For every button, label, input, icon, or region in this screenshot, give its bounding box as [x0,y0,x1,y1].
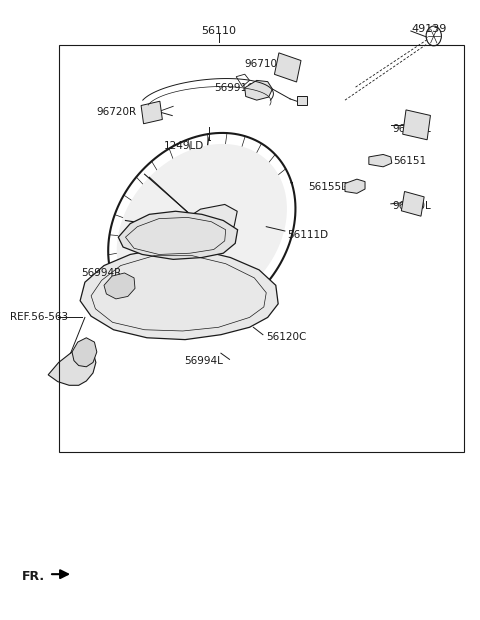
Bar [59,45,464,452]
Circle shape [206,220,210,225]
Text: FR.: FR. [22,570,45,583]
Text: 96710R: 96710R [245,60,285,69]
Polygon shape [245,81,273,100]
Polygon shape [297,96,307,105]
Text: 56991C: 56991C [214,83,254,93]
Polygon shape [345,179,365,193]
Polygon shape [175,205,237,251]
Polygon shape [118,211,238,259]
Polygon shape [104,273,135,299]
Polygon shape [117,144,287,316]
Text: 56155D: 56155D [308,182,349,192]
Text: 56111D: 56111D [287,229,328,240]
Text: 56110: 56110 [201,26,236,36]
Text: 56120C: 56120C [266,332,306,342]
Polygon shape [72,338,97,367]
Text: 56151: 56151 [393,156,426,166]
Text: REF.56-563: REF.56-563 [10,312,68,322]
Polygon shape [48,348,96,385]
Text: 56994R: 56994R [82,268,122,278]
Polygon shape [401,192,424,216]
Text: 96720R: 96720R [97,107,137,117]
Text: 96720L: 96720L [393,202,432,211]
Text: 1249LD: 1249LD [164,141,204,151]
Circle shape [190,226,193,231]
Polygon shape [141,101,162,124]
Text: 56994L: 56994L [184,356,223,366]
Text: 49139: 49139 [412,24,447,34]
Circle shape [204,236,208,241]
Polygon shape [369,154,392,167]
Text: 96710L: 96710L [393,124,432,134]
Polygon shape [275,53,301,82]
Polygon shape [80,248,278,340]
Polygon shape [403,110,431,140]
